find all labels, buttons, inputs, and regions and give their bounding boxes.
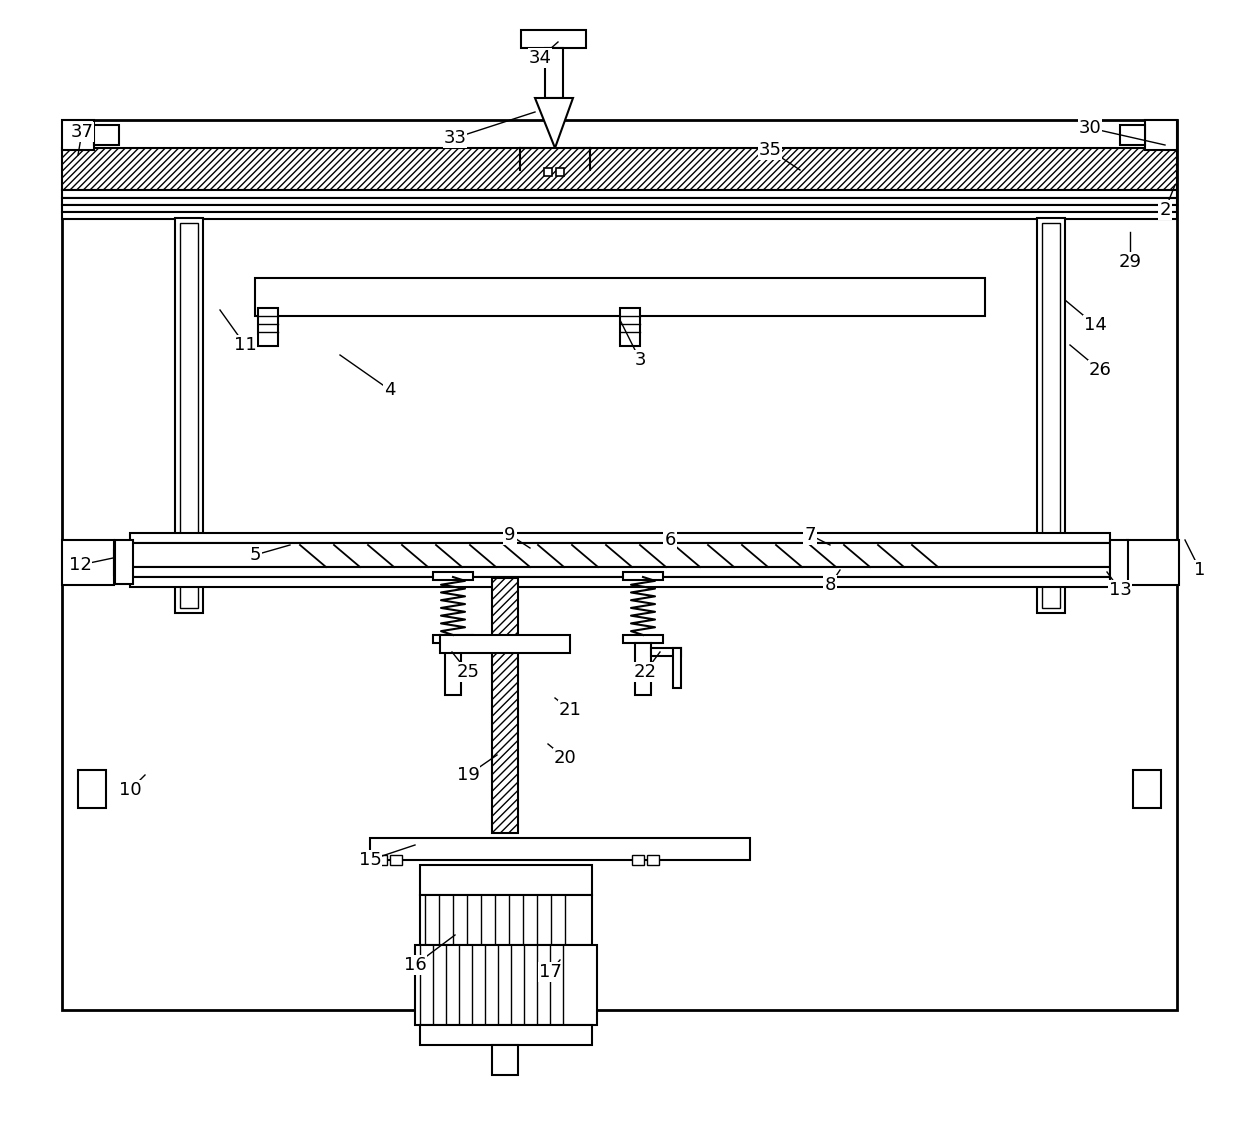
Bar [620,308,640,346]
Bar [130,567,1110,577]
Bar [544,168,552,176]
Bar [651,648,681,655]
Text: 34: 34 [528,49,552,67]
Bar [130,577,1110,587]
Bar [632,855,644,864]
Bar [391,855,402,864]
Text: 1: 1 [1194,561,1205,579]
Text: 37: 37 [71,123,93,141]
Text: 33: 33 [444,130,466,147]
Bar [433,573,472,580]
Text: 5: 5 [249,546,260,563]
Text: 29: 29 [1118,253,1142,272]
Bar [78,770,105,808]
Bar [622,635,663,643]
Bar [62,120,94,150]
Text: 10: 10 [119,782,141,799]
Bar [1102,550,1127,575]
Bar [114,550,139,575]
Bar [1133,770,1161,808]
Text: 35: 35 [759,141,781,159]
Bar [1042,223,1060,608]
Text: 22: 22 [634,663,656,680]
Text: 13: 13 [1109,580,1131,599]
Polygon shape [534,98,573,148]
Text: 3: 3 [634,351,646,369]
Text: 19: 19 [456,766,480,784]
Bar [180,223,198,608]
Bar [115,540,133,584]
Bar [1145,120,1177,150]
Bar [1127,540,1179,585]
Bar [62,148,1177,190]
Text: 21: 21 [558,701,582,719]
Bar [374,855,387,864]
Bar [62,540,114,585]
Bar [1120,125,1145,145]
Bar [130,543,1110,567]
Bar [647,855,658,864]
Bar [420,895,591,945]
Text: 6: 6 [665,531,676,549]
Bar [94,125,119,145]
Bar [370,838,750,860]
Bar [440,635,570,653]
Bar [492,578,518,833]
Bar [415,945,596,1025]
Bar [546,48,563,98]
Text: 7: 7 [805,526,816,544]
Bar [62,190,1177,198]
Text: 17: 17 [538,963,562,982]
Text: 2: 2 [1159,201,1171,219]
Bar [673,648,681,688]
Text: 25: 25 [456,663,480,680]
Bar [62,212,1177,219]
Text: 4: 4 [384,381,396,399]
Text: 20: 20 [553,749,577,767]
Bar [258,308,278,346]
Bar [420,864,591,895]
Text: 11: 11 [233,336,257,354]
Bar [445,643,461,695]
Text: 8: 8 [825,576,836,594]
Bar [433,635,472,643]
Text: 14: 14 [1084,316,1106,334]
Bar [556,168,564,176]
Bar [130,533,1110,543]
Bar [1037,218,1065,613]
Bar [521,30,587,48]
Bar [622,573,663,580]
Text: 12: 12 [68,556,92,574]
Bar [62,198,1177,204]
Text: 30: 30 [1079,119,1101,137]
Bar [492,1045,518,1075]
Bar [62,120,1177,1010]
Text: 26: 26 [1089,361,1111,379]
Text: 16: 16 [404,957,427,974]
Bar [635,643,651,695]
Bar [175,218,203,613]
Bar [1110,540,1128,584]
Text: 9: 9 [505,526,516,544]
Bar [255,278,985,316]
Text: 15: 15 [358,851,382,869]
Bar [62,204,1177,212]
Bar [420,1025,591,1045]
